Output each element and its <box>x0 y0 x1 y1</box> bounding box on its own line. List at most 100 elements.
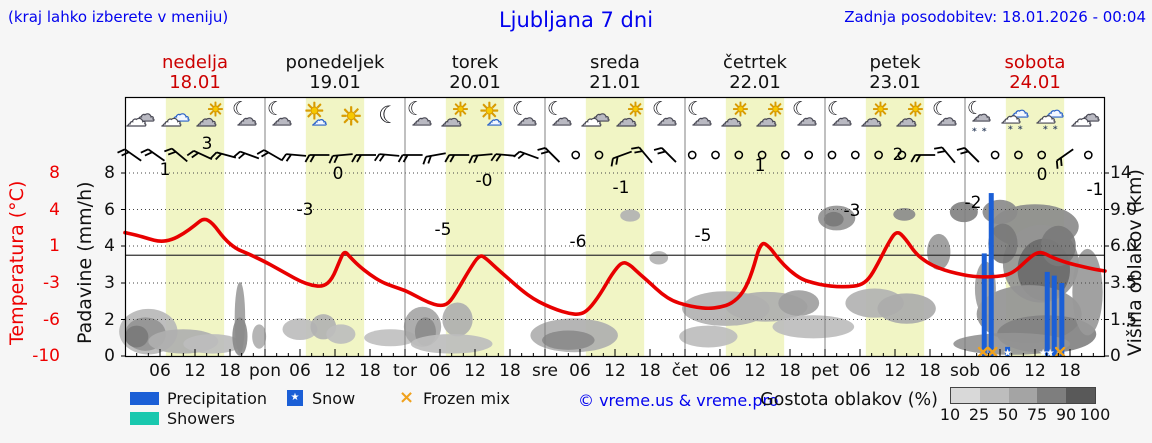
moon-cloud-icon-part: ☾ <box>232 98 250 120</box>
svg-text:-3: -3 <box>844 201 861 221</box>
weather-icon-sun-cloud: ☀ ☁ <box>195 100 230 140</box>
plot-area: 1 3 -3 0 -5 -0 -6 -1 -5 1 -3 2 -2 0 -1 ★ ★ ★ <box>117 96 1109 359</box>
sun-cloud-icon-part: ☁ <box>860 107 882 131</box>
svg-text:-0: -0 <box>476 171 493 191</box>
day-name: nedelja <box>161 52 228 73</box>
menu-hint: (kraj lahko izberete v meniju) <box>8 8 229 26</box>
day-header-sreda: sreda 21.01 <box>545 53 685 93</box>
sun-cloud-icon-part: ☁ <box>895 107 917 131</box>
weather-icon-moon-cloud: ☾ ☁ <box>545 100 580 140</box>
temp-tick-1: 1 <box>49 236 60 256</box>
day-date: 18.01 <box>169 72 221 93</box>
temp-tick--10: -10 <box>32 346 60 366</box>
weather-icon-moon-cloud: ☾ ☁ <box>405 100 440 140</box>
colorbar-tick-50: 50 <box>997 405 1019 424</box>
sun-small-cloud-icon-part: ☁ <box>486 111 502 129</box>
moon-cloud-snow-icon-part: * * <box>972 127 988 137</box>
moon-cloud-snow-icon-part: ☁ <box>971 104 991 126</box>
moon-cloud-snow-icon-part: ☾ <box>967 98 984 119</box>
page-title: Ljubljana 7 dni <box>498 8 654 32</box>
weather-icon-moon-cloud: ☾ ☁ <box>930 100 965 140</box>
day-date: 22.01 <box>729 72 781 93</box>
dayabbr-label-sob: sob <box>949 361 981 381</box>
moon-cloud-icon-part: ☁ <box>516 106 537 130</box>
cloudheight-tick-14: 14 <box>1110 163 1132 183</box>
cloud-density-colorbar <box>950 387 1096 404</box>
clouds-icon-part: ☁ <box>125 107 147 131</box>
moon-cloud-icon-part: ☁ <box>551 106 572 130</box>
clouds-icon-part: ☁ <box>589 102 610 126</box>
hour-label-06: 06 <box>429 361 451 381</box>
snow-legend-label: Snow <box>312 389 356 408</box>
sun-cloud-icon-part: ☀ <box>906 99 925 121</box>
temp-tick--3: -3 <box>43 273 60 293</box>
hour-label-12: 12 <box>1024 361 1046 381</box>
hour-label-06: 06 <box>989 361 1011 381</box>
hour-label-12: 12 <box>184 361 206 381</box>
svg-text:0: 0 <box>333 164 344 184</box>
sun-small-cloud-icon-part: ☀ <box>304 99 326 125</box>
showers-legend-label: Showers <box>167 409 235 428</box>
hour-label-18: 18 <box>919 361 941 381</box>
day-header-ponedeljek: ponedeljek 19.01 <box>265 53 405 93</box>
moon-cloud-icon-part: ☾ <box>792 98 810 120</box>
day-name: sreda <box>590 52 640 73</box>
sun-cloud-icon-part: ☁ <box>440 107 462 131</box>
sun-icon-part: ☀ <box>339 102 363 131</box>
svg-text:-3: -3 <box>297 200 314 220</box>
clouds-snow-icon-part: ☁ <box>1009 100 1029 122</box>
weather-icon-moon-cloud: ☾ ☁ <box>230 100 265 140</box>
hour-label-18: 18 <box>1059 361 1081 381</box>
precip-tick-4: 4 <box>104 236 115 256</box>
day-date: 19.01 <box>309 72 361 93</box>
weather-icon-moon-cloud: ☾ ☁ <box>650 100 685 140</box>
moon-cloud-icon-part: ☁ <box>236 106 257 130</box>
moon-cloud-icon-part: ☾ <box>267 98 285 120</box>
moon-cloud-icon-part: ☾ <box>687 98 705 120</box>
day-name: petek <box>869 52 921 73</box>
moon-cloud-icon-part: ☾ <box>932 98 950 120</box>
weather-icon-sun-cloud: ☀ ☁ <box>860 100 895 140</box>
clouds-snow-icon-part: ☁ <box>1000 104 1021 128</box>
weather-icon-moon: ☾ <box>370 100 405 140</box>
clouds-snow-icon-part: * * <box>1043 125 1059 135</box>
copyright-label: © vreme.us & vreme.pro <box>578 391 779 410</box>
svg-text:-5: -5 <box>695 226 712 246</box>
frozen-mix-icon: × <box>399 387 415 408</box>
colorbar-segment <box>1008 388 1038 403</box>
sun-cloud-icon-part: ☀ <box>731 99 750 121</box>
hour-label-18: 18 <box>359 361 381 381</box>
svg-text:★: ★ <box>1039 348 1048 359</box>
weather-icon-sun-small-cloud: ☀ ☁ <box>300 100 335 140</box>
hour-label-06: 06 <box>569 361 591 381</box>
day-date: 24.01 <box>1009 72 1061 93</box>
clouds-snow-icon-part: * * <box>1008 125 1024 135</box>
moon-cloud-icon-part: ☾ <box>827 98 845 120</box>
moon-cloud-icon-part: ☁ <box>796 106 817 130</box>
moon-cloud-icon-part: ☾ <box>512 98 530 120</box>
day-date: 20.01 <box>449 72 501 93</box>
temperature-axis-title: Temperatura (°C) <box>6 180 28 346</box>
moon-cloud-icon-part: ☁ <box>691 106 712 130</box>
clouds-icon-part: ☁ <box>134 102 155 126</box>
colorbar-tick-90: 90 <box>1055 405 1077 424</box>
temp-tick-8: 8 <box>49 163 60 183</box>
svg-text:1: 1 <box>160 160 171 180</box>
weather-icon-clouds-snow: ☁ ☁ * * <box>1000 100 1035 140</box>
moon-cloud-icon-part: ☁ <box>411 106 432 130</box>
precip-tick-8: 8 <box>104 163 115 183</box>
hour-label-18: 18 <box>639 361 661 381</box>
sun-cloud-icon-part: ☁ <box>755 107 777 131</box>
clouds-snow-icon-part: ☁ <box>1035 104 1056 128</box>
weather-icon-sun-cloud: ☀ ☁ <box>615 100 650 140</box>
colorbar-tick-25: 25 <box>968 405 990 424</box>
hour-label-12: 12 <box>324 361 346 381</box>
clouds-snow-icon-part: ☁ <box>1044 100 1064 122</box>
colorbar-segment <box>1066 388 1095 403</box>
hour-label-06: 06 <box>709 361 731 381</box>
snow-icon: ★ <box>287 390 303 406</box>
moon-cloud-icon-part: ☾ <box>407 98 425 120</box>
weather-icon-moon-cloud-snow: ☾ ☁ * * <box>965 100 1000 140</box>
day-header-petek: petek 23.01 <box>825 53 965 93</box>
precipitation-swatch <box>130 392 159 405</box>
